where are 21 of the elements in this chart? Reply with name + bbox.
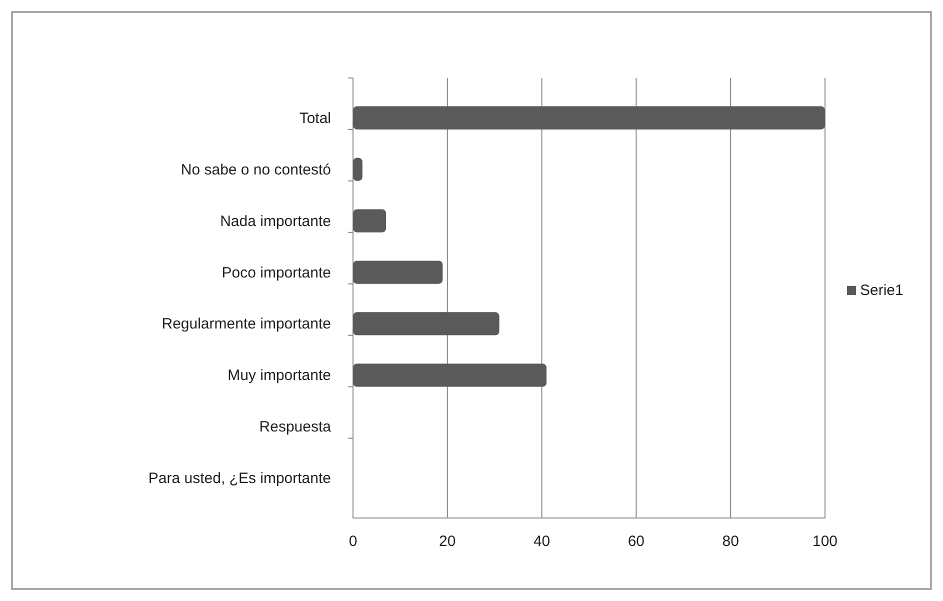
x-tick-label: 80 (722, 533, 739, 550)
x-tick-label: 20 (439, 533, 456, 550)
y-tick-label: Para usted, ¿Es importante (148, 470, 331, 488)
bar (353, 312, 500, 336)
bar (353, 106, 825, 130)
x-tick-label: 60 (628, 533, 645, 550)
bar (353, 209, 386, 232)
legend-label: Serie1 (860, 282, 904, 299)
x-tick-label: 40 (533, 533, 550, 550)
bar (353, 364, 547, 387)
y-tick-label: Poco importante (222, 264, 331, 282)
y-tick-label: Nada importante (220, 212, 331, 230)
y-tick-label: Muy importante (228, 367, 331, 384)
bar (353, 260, 443, 284)
bar (353, 158, 362, 181)
y-tick-label: No sabe o no contestó (180, 161, 331, 178)
y-tick-label: Respuesta (259, 418, 332, 436)
y-tick-label: Regularmente importante (162, 316, 331, 333)
y-tick-label: Total (299, 110, 331, 127)
x-tick-label: 100 (812, 533, 838, 550)
x-tick-label: 0 (348, 533, 358, 550)
